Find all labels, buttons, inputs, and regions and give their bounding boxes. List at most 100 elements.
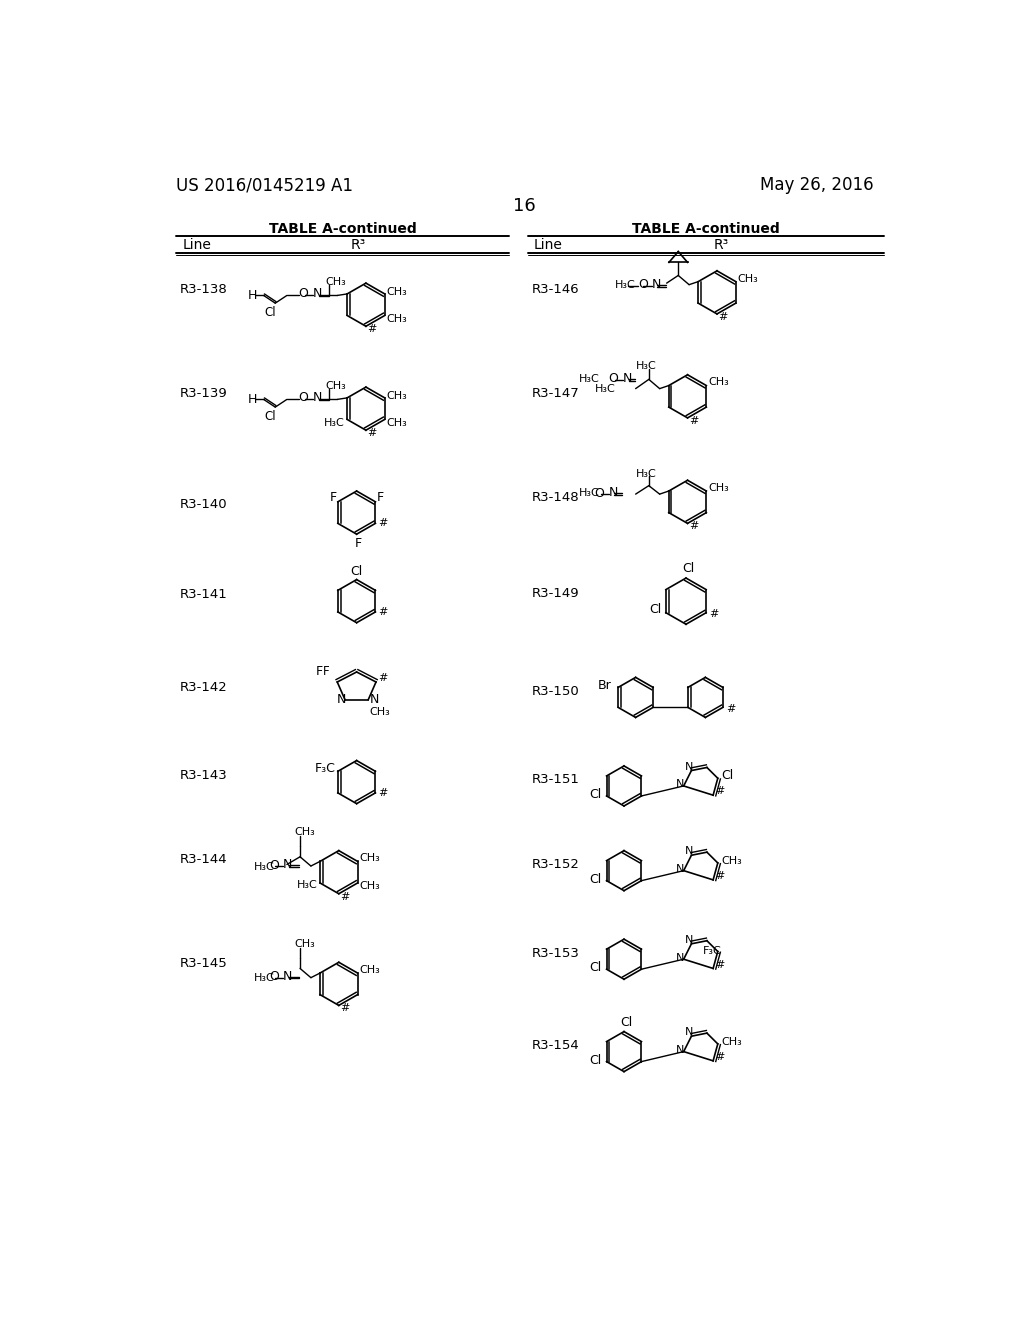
Text: R3-146: R3-146 <box>531 282 580 296</box>
Text: N: N <box>283 858 293 871</box>
Text: Cl: Cl <box>621 1016 633 1028</box>
Text: H₃C: H₃C <box>254 973 274 983</box>
Text: O: O <box>299 288 308 301</box>
Text: N: N <box>676 865 684 874</box>
Text: O: O <box>608 372 618 385</box>
Text: N: N <box>685 762 693 772</box>
Text: R3-145: R3-145 <box>180 957 227 970</box>
Text: H₃C: H₃C <box>636 469 656 479</box>
Text: R³: R³ <box>350 239 366 252</box>
Text: R3-138: R3-138 <box>180 282 227 296</box>
Text: R3-150: R3-150 <box>531 685 580 698</box>
Text: #: # <box>379 788 388 797</box>
Text: US 2016/0145219 A1: US 2016/0145219 A1 <box>176 177 353 194</box>
Text: R3-154: R3-154 <box>531 1039 580 1052</box>
Text: May 26, 2016: May 26, 2016 <box>760 177 873 194</box>
Text: N: N <box>676 1045 684 1055</box>
Text: Br: Br <box>598 680 611 693</box>
Text: Cl: Cl <box>264 306 276 319</box>
Text: H: H <box>248 289 257 302</box>
Text: 16: 16 <box>513 197 537 215</box>
Text: CH₃: CH₃ <box>737 273 758 284</box>
Text: #: # <box>710 610 719 619</box>
Text: Line: Line <box>182 239 211 252</box>
Text: CH₃: CH₃ <box>386 314 407 323</box>
Text: Cl: Cl <box>649 603 662 616</box>
Text: TABLE A-continued: TABLE A-continued <box>632 222 779 236</box>
Text: CH₃: CH₃ <box>386 417 407 428</box>
Text: O: O <box>269 970 279 983</box>
Text: F: F <box>354 537 361 550</box>
Text: CH₃: CH₃ <box>370 708 390 717</box>
Text: R³: R³ <box>714 239 728 252</box>
Text: N: N <box>685 935 693 945</box>
Text: H₃C: H₃C <box>614 280 636 290</box>
Text: R3-142: R3-142 <box>180 681 227 694</box>
Text: H₃C: H₃C <box>579 488 600 499</box>
Text: F: F <box>324 665 330 677</box>
Text: Cl: Cl <box>590 788 602 801</box>
Text: R3-152: R3-152 <box>531 858 580 871</box>
Text: #: # <box>715 787 724 796</box>
Text: CH₃: CH₃ <box>708 378 729 388</box>
Text: R3-149: R3-149 <box>531 587 580 601</box>
Text: TABLE A-continued: TABLE A-continued <box>268 222 417 236</box>
Text: H: H <box>248 393 257 407</box>
Text: N: N <box>370 693 379 706</box>
Text: R3-148: R3-148 <box>531 491 580 504</box>
Text: N: N <box>313 288 323 301</box>
Text: #: # <box>715 960 724 970</box>
Text: CH₃: CH₃ <box>295 828 315 837</box>
Text: #: # <box>368 325 377 334</box>
Text: CH₃: CH₃ <box>708 483 729 492</box>
Text: CH₃: CH₃ <box>326 380 346 391</box>
Text: F: F <box>315 665 323 677</box>
Text: H₃C: H₃C <box>579 375 600 384</box>
Text: N: N <box>337 693 347 706</box>
Text: #: # <box>368 428 377 438</box>
Text: R3-143: R3-143 <box>180 770 227 783</box>
Text: #: # <box>378 673 388 684</box>
Text: F: F <box>377 491 384 504</box>
Text: CH₃: CH₃ <box>386 288 407 297</box>
Text: N: N <box>685 1027 693 1038</box>
Text: H₃C: H₃C <box>254 862 274 871</box>
Text: O: O <box>269 859 279 871</box>
Text: Line: Line <box>535 239 563 252</box>
Text: N: N <box>685 846 693 857</box>
Text: #: # <box>689 416 698 426</box>
Text: CH₃: CH₃ <box>326 277 346 286</box>
Text: Cl: Cl <box>264 409 276 422</box>
Text: N: N <box>608 486 617 499</box>
Text: H₃C: H₃C <box>297 879 317 890</box>
Text: #: # <box>726 704 735 714</box>
Text: N: N <box>652 279 662 292</box>
Text: O: O <box>595 487 604 500</box>
Text: Cl: Cl <box>590 873 602 886</box>
Text: O: O <box>638 279 648 292</box>
Text: CH₃: CH₃ <box>359 880 380 891</box>
Text: H₃C: H₃C <box>636 362 656 371</box>
Text: R3-141: R3-141 <box>180 589 227 602</box>
Text: CH₃: CH₃ <box>386 391 407 401</box>
Text: Cl: Cl <box>682 562 694 576</box>
Text: N: N <box>624 372 633 385</box>
Text: #: # <box>715 871 724 880</box>
Text: CH₃: CH₃ <box>359 853 380 863</box>
Text: #: # <box>715 1052 724 1063</box>
Text: #: # <box>719 312 728 322</box>
Text: R3-144: R3-144 <box>180 853 227 866</box>
Text: N: N <box>313 391 323 404</box>
Text: CH₃: CH₃ <box>721 857 741 866</box>
Text: R3-151: R3-151 <box>531 774 580 787</box>
Text: N: N <box>676 779 684 789</box>
Text: H₃C: H₃C <box>595 384 615 395</box>
Text: R3-139: R3-139 <box>180 387 227 400</box>
Text: N: N <box>676 953 684 962</box>
Text: CH₃: CH₃ <box>295 939 315 949</box>
Text: #: # <box>340 892 350 902</box>
Text: O: O <box>299 391 308 404</box>
Text: R3-140: R3-140 <box>180 499 227 511</box>
Text: R3-147: R3-147 <box>531 387 580 400</box>
Text: Cl: Cl <box>350 565 362 578</box>
